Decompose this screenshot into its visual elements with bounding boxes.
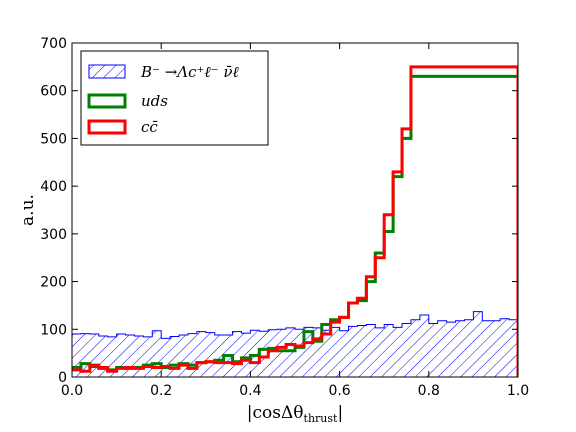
x-tick-label: 0.0 xyxy=(61,383,83,399)
y-tick-label: 600 xyxy=(40,84,67,100)
legend-label: uds xyxy=(141,92,168,110)
y-tick-label: 700 xyxy=(40,36,67,52)
series-ccbar-line xyxy=(72,65,518,377)
x-tick-label: 1.0 xyxy=(507,383,529,399)
y-tick-label: 100 xyxy=(40,322,67,338)
plot-frame xyxy=(71,42,519,378)
legend-swatch-hatched xyxy=(88,64,126,79)
x-tick-label: 0.4 xyxy=(239,383,261,399)
y-tick-label: 300 xyxy=(40,227,67,243)
legend-swatch-line xyxy=(87,93,127,109)
x-tick-label: 0.8 xyxy=(418,383,440,399)
y-tick-label: 200 xyxy=(40,275,67,291)
plot-area xyxy=(72,65,518,377)
x-tick-label: 0.6 xyxy=(328,383,350,399)
legend-swatch-line xyxy=(87,119,127,135)
legend-label: cc̄ xyxy=(141,118,158,136)
axes: 0.0 0.2 0.4 0.6 0.8 1.0 0 100 200 300 400 500 600 700… xyxy=(18,36,529,425)
x-axis-label: |cosΔθthrust| xyxy=(247,403,343,425)
y-tick-label: 400 xyxy=(40,179,67,195)
legend: B⁻ →Λc⁺ℓ⁻ ν̄ℓ uds cc̄ xyxy=(80,50,269,146)
legend-label: B⁻ →Λc⁺ℓ⁻ ν̄ℓ xyxy=(140,63,239,81)
y-tick-label: 500 xyxy=(40,131,67,147)
y-tick-label: 0 xyxy=(58,370,67,386)
x-tick-label: 0.2 xyxy=(150,383,172,399)
y-axis-label: a.u. xyxy=(18,194,38,226)
